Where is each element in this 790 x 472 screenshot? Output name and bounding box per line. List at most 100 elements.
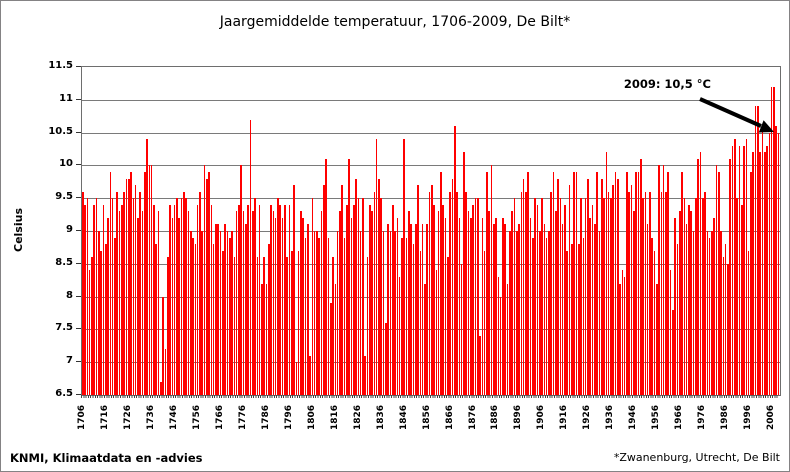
- bar: [529, 217, 532, 395]
- bar: [88, 270, 91, 395]
- bar: [495, 217, 497, 395]
- bar: [263, 257, 265, 395]
- bar: [474, 198, 477, 395]
- bar: [596, 172, 598, 395]
- bar: [274, 217, 277, 395]
- bar: [217, 224, 220, 395]
- bar: [382, 231, 385, 395]
- bar: [107, 217, 109, 395]
- y-tick-label: 10.5: [48, 125, 73, 137]
- bar: [754, 106, 757, 395]
- y-tick-label: 11: [59, 92, 73, 104]
- bar: [763, 152, 766, 395]
- bar: [591, 204, 594, 395]
- bar: [520, 191, 523, 395]
- bar: [408, 211, 410, 395]
- bar: [695, 198, 697, 395]
- bar: [476, 198, 479, 395]
- bar: [598, 231, 601, 395]
- x-tick-label: 1806: [306, 404, 317, 430]
- bar: [240, 165, 243, 395]
- bar: [697, 158, 699, 395]
- bar: [176, 198, 178, 395]
- bar: [245, 224, 247, 395]
- bar: [192, 237, 194, 395]
- bar: [169, 204, 171, 395]
- bar: [183, 191, 185, 395]
- bar: [449, 191, 451, 395]
- x-tick-label: 1716: [100, 404, 111, 430]
- y-tick-mark: [76, 230, 81, 231]
- bar: [134, 185, 137, 395]
- bar: [125, 178, 128, 395]
- bar: [401, 237, 403, 395]
- bar: [238, 204, 240, 395]
- x-tick-label: 1876: [467, 404, 478, 430]
- bar: [440, 172, 442, 395]
- footer-station-note: *Zwanenburg, Utrecht, De Bilt: [613, 451, 780, 464]
- bar: [173, 204, 176, 395]
- bar: [447, 257, 449, 395]
- bar: [137, 217, 139, 395]
- x-tick-label: 1926: [582, 404, 593, 430]
- x-tick-label: 1976: [697, 404, 708, 430]
- bar: [656, 283, 658, 395]
- bar: [626, 172, 628, 395]
- bar: [752, 152, 755, 395]
- bar: [692, 231, 695, 395]
- bar: [644, 191, 647, 395]
- bar: [410, 224, 412, 395]
- bar: [502, 217, 504, 395]
- y-tick-mark: [76, 66, 81, 67]
- bar: [320, 211, 323, 395]
- bar: [511, 211, 513, 395]
- bar: [584, 198, 587, 395]
- bar: [662, 165, 665, 395]
- bar: [242, 211, 245, 395]
- bar: [527, 172, 530, 395]
- bar: [729, 158, 732, 395]
- bar: [233, 257, 236, 395]
- bar: [394, 231, 396, 395]
- bar: [566, 250, 569, 395]
- bar: [249, 119, 252, 395]
- x-axis-tick-strip: [81, 395, 779, 398]
- bar: [219, 231, 222, 395]
- bar: [212, 244, 215, 395]
- bar: [398, 276, 401, 395]
- bar: [497, 276, 500, 395]
- bar: [492, 224, 495, 395]
- bar: [309, 355, 311, 395]
- bar: [247, 204, 249, 395]
- bar: [731, 145, 734, 395]
- bar: [362, 198, 364, 395]
- bar: [231, 231, 233, 395]
- bar: [313, 231, 316, 395]
- bar: [150, 165, 153, 395]
- bar: [373, 191, 376, 395]
- bar: [727, 263, 729, 395]
- x-tick-label: 1816: [329, 404, 340, 430]
- x-tick-label: 1906: [536, 404, 547, 430]
- bar: [651, 237, 653, 395]
- bar: [121, 204, 123, 395]
- bar: [506, 283, 509, 395]
- bar: [616, 178, 619, 395]
- bar: [639, 158, 642, 395]
- bar: [364, 355, 366, 395]
- bar: [628, 191, 631, 395]
- bar: [630, 185, 633, 395]
- bar: [428, 191, 431, 395]
- bar: [290, 250, 293, 395]
- bar: [483, 250, 486, 395]
- bar: [329, 303, 332, 395]
- bar: [116, 191, 119, 395]
- bar: [465, 191, 468, 395]
- bar: [770, 86, 773, 395]
- y-tick-label: 10: [59, 158, 73, 170]
- bar: [346, 204, 348, 395]
- bar: [279, 204, 282, 395]
- bar: [761, 126, 764, 395]
- bar: [460, 263, 463, 395]
- bar: [667, 172, 670, 395]
